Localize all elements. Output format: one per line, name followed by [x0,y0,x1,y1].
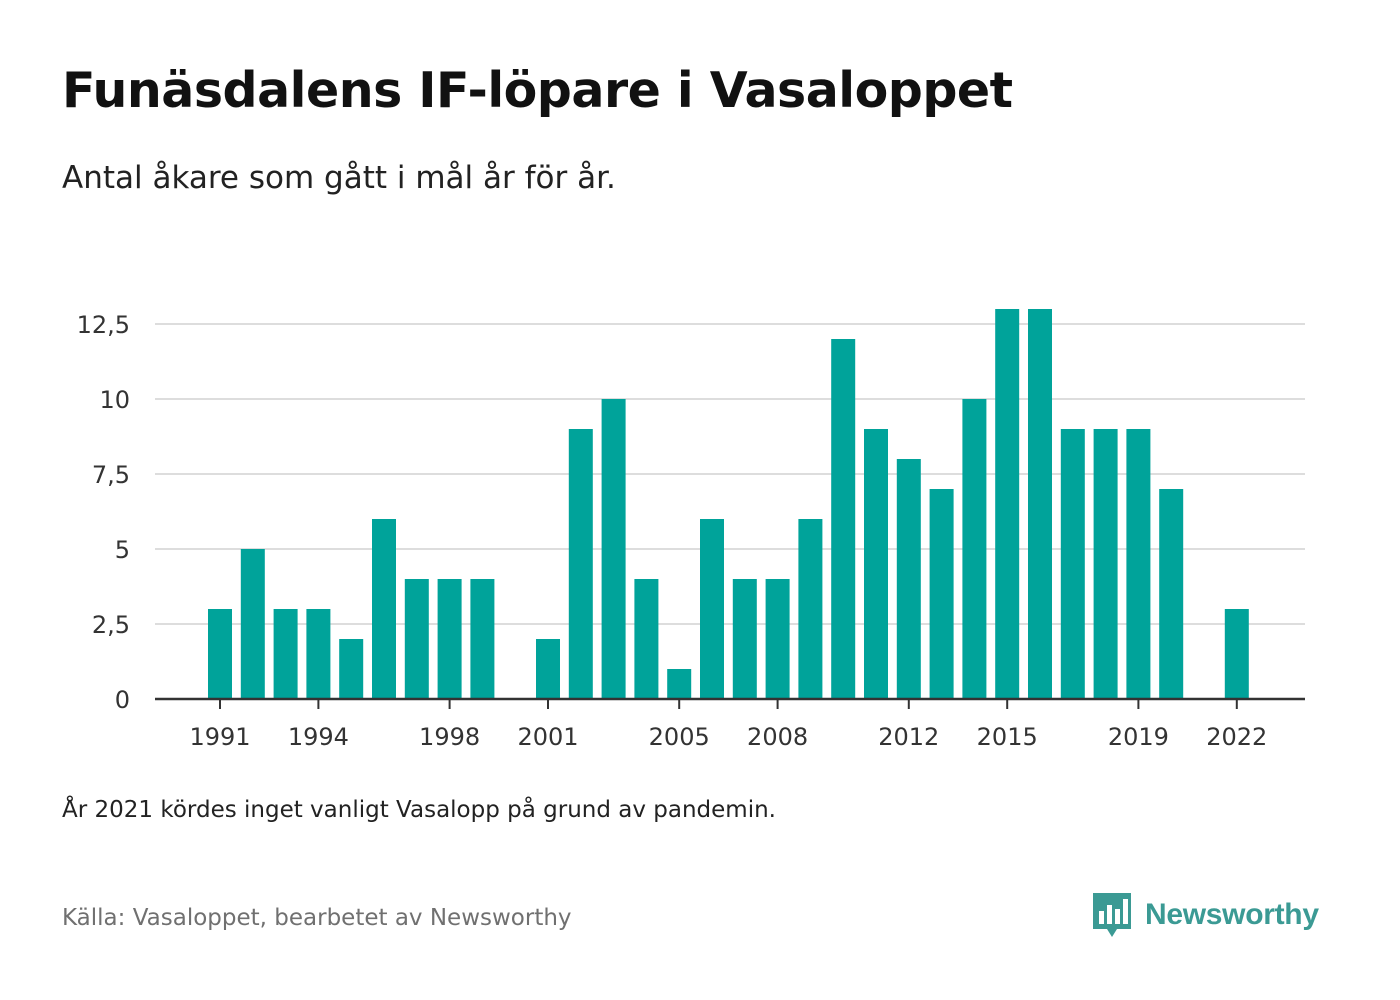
bar-2010 [831,339,856,699]
bar-2006 [700,519,724,699]
bar-1995 [339,639,364,699]
y-axis-labels: 0 2,5 5 7,5 10 12,5 [77,311,130,714]
y-tick-label: 2,5 [92,611,130,639]
bar-2016 [1028,309,1052,699]
bar-2011 [864,429,888,699]
x-tick-label: 2012 [878,723,939,751]
bar-2009 [798,519,823,699]
chart-title: Funäsdalens IF-löpare i Vasaloppet [62,62,1013,119]
brand-logo: Newsworthy [1091,891,1319,939]
x-tick-label: 2022 [1206,723,1267,751]
x-tick-label: 1994 [288,723,349,751]
bar-2003 [601,399,626,699]
y-tick-label: 0 [115,686,130,714]
bar-1992 [240,549,265,699]
bar-2008 [765,579,790,699]
y-tick-label: 12,5 [77,311,130,339]
bar-2014 [962,399,987,699]
bar-2019 [1126,429,1151,699]
bar-2013 [929,489,954,699]
x-axis-labels: 1991 1994 1998 2001 2005 2008 2012 2015 2019 2022 [189,699,1267,751]
bar-2007 [732,579,757,699]
x-tick-label: 1998 [419,723,480,751]
bar-2005 [667,669,692,699]
bar-1994 [306,609,331,699]
bar-2015 [995,309,1020,699]
bar-1991 [208,609,232,699]
chart-note: År 2021 kördes inget vanligt Vasalopp på… [62,797,776,823]
bar-1996 [372,519,396,699]
x-tick-label: 2001 [517,723,578,751]
bar-2017 [1060,429,1085,699]
bars [208,309,1249,699]
bar-1999 [470,579,495,699]
bar-1993 [273,609,298,699]
bar-2020 [1159,489,1184,699]
x-tick-label: 1991 [189,723,250,751]
bar-2004 [634,579,659,699]
y-tick-label: 5 [115,536,130,564]
newsworthy-logo-icon [1093,893,1131,937]
y-tick-label: 7,5 [92,461,130,489]
bar-1998 [437,579,462,699]
bar-1997 [404,579,429,699]
bar-2002 [568,429,593,699]
x-tick-label: 2005 [649,723,710,751]
x-tick-label: 2019 [1108,723,1169,751]
bar-2012 [896,459,921,699]
x-tick-label: 2015 [977,723,1038,751]
bar-2001 [536,639,560,699]
bar-2022 [1224,609,1249,699]
chart-source: Källa: Vasaloppet, bearbetet av Newswort… [62,905,572,931]
bar-chart: 0 2,5 5 7,5 10 12,5 1991 1994 1998 2001 2005 2008 2… [77,309,1305,751]
x-tick-label: 2008 [747,723,808,751]
chart-subtitle: Antal åkare som gått i mål år för år. [62,160,616,196]
brand-name: Newsworthy [1145,898,1319,931]
y-tick-label: 10 [99,386,130,414]
bar-2018 [1093,429,1118,699]
